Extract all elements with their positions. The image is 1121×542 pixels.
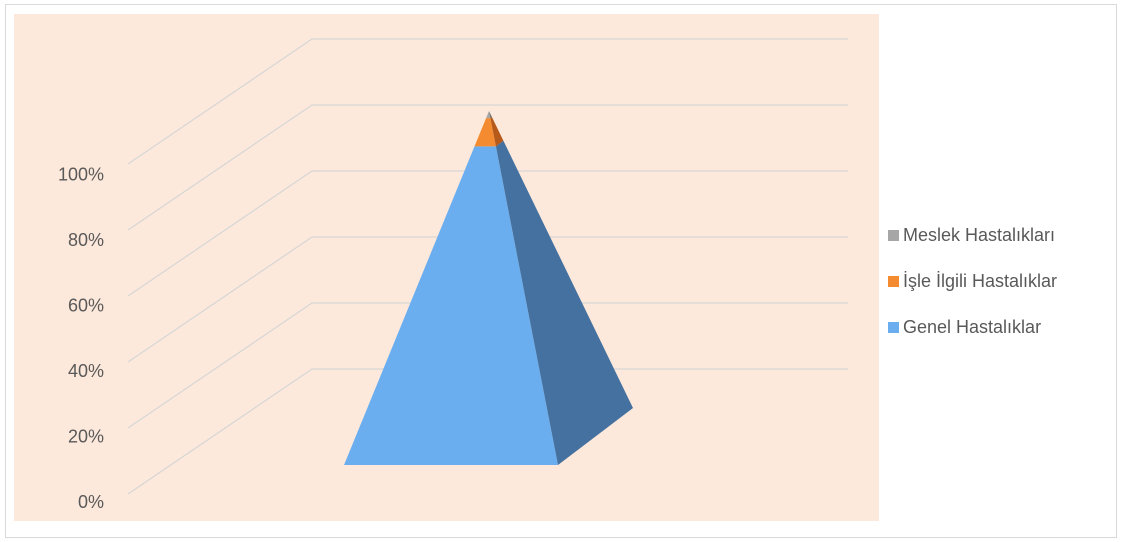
y-tick-label: 40% [68, 361, 104, 381]
legend-swatch [888, 275, 899, 287]
pyramid-segment-side [490, 116, 504, 147]
y-tick-label: 60% [68, 296, 104, 316]
pyramid-segment-front [474, 118, 496, 147]
legend-swatch [888, 229, 899, 241]
y-tick-label: 20% [68, 427, 104, 447]
pyramid-segment-front [344, 146, 558, 465]
gridline-depth [127, 236, 313, 363]
legend-label: Meslek Hastalıkları [903, 224, 1056, 245]
gridline-depth [127, 302, 313, 429]
y-tick-label: 0% [78, 492, 104, 512]
pyramid-segment-side [495, 140, 633, 465]
gridline-depth [127, 368, 313, 495]
gridline-depth [127, 104, 313, 231]
y-tick-label: 80% [68, 230, 104, 250]
legend-item-meslek-hastaliklari: Meslek Hastalıkları [888, 212, 1108, 258]
legend-item-genel-hastaliklar: Genel Hastalıklar [888, 304, 1108, 350]
legend: Meslek Hastalıkları İşle İlgili Hastalık… [888, 212, 1108, 350]
legend-item-isle-ilgili-hastaliklar: İşle İlgili Hastalıklar [888, 258, 1108, 304]
pyramid-segment-side [489, 111, 492, 119]
pyramid-segment-front [486, 111, 491, 119]
legend-label: Genel Hastalıklar [903, 316, 1042, 337]
y-tick-label: 100% [58, 165, 104, 185]
legend-label: İşle İlgili Hastalıklar [903, 270, 1058, 291]
gridline-depth [127, 38, 313, 165]
legend-swatch [888, 321, 899, 333]
gridline-depth [127, 170, 313, 297]
